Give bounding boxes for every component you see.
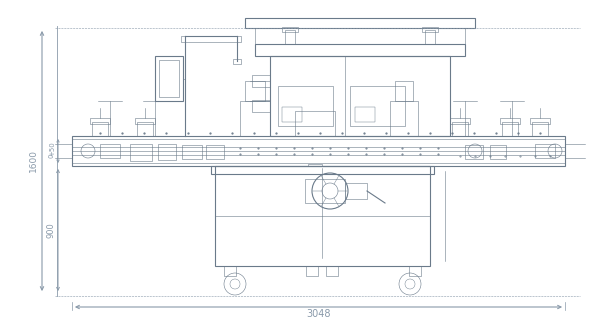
Bar xyxy=(215,166,430,266)
Bar xyxy=(245,18,475,28)
Bar xyxy=(90,118,110,124)
Bar xyxy=(278,86,333,126)
Bar xyxy=(270,56,450,136)
Bar xyxy=(135,118,155,124)
Bar xyxy=(452,122,468,136)
Bar xyxy=(308,164,322,166)
Bar xyxy=(92,122,108,136)
Bar xyxy=(282,107,302,122)
Bar xyxy=(224,266,236,276)
Bar xyxy=(450,118,470,124)
Bar xyxy=(502,122,518,136)
Bar xyxy=(355,107,375,122)
Bar xyxy=(137,122,153,136)
Bar xyxy=(530,118,550,124)
Bar xyxy=(182,145,202,159)
Bar xyxy=(282,27,298,32)
Text: 1600: 1600 xyxy=(29,150,37,172)
Bar xyxy=(252,100,270,112)
Text: +50: +50 xyxy=(49,142,55,156)
Bar xyxy=(350,86,405,126)
Bar xyxy=(345,183,367,199)
Bar xyxy=(233,59,241,64)
Bar xyxy=(206,145,224,159)
Bar xyxy=(306,266,318,276)
Text: 3048: 3048 xyxy=(306,309,331,319)
Text: 900: 900 xyxy=(47,222,56,238)
Bar xyxy=(295,111,335,136)
Bar xyxy=(532,122,548,136)
Bar xyxy=(181,36,241,42)
Bar xyxy=(465,145,483,159)
Bar xyxy=(130,144,152,161)
Bar xyxy=(158,144,176,160)
Bar xyxy=(211,166,434,174)
Bar xyxy=(155,56,183,101)
Bar xyxy=(395,81,413,101)
Bar xyxy=(425,30,435,44)
Bar xyxy=(245,81,265,101)
Bar xyxy=(500,118,520,124)
Bar xyxy=(285,30,295,44)
Bar xyxy=(255,44,465,56)
Bar xyxy=(409,266,421,276)
Bar xyxy=(159,60,179,97)
Bar xyxy=(72,139,565,147)
Bar xyxy=(535,144,555,158)
Bar xyxy=(326,266,338,276)
Bar xyxy=(490,145,506,159)
Bar xyxy=(100,144,120,158)
Bar xyxy=(72,136,565,166)
Bar xyxy=(240,101,270,136)
Bar xyxy=(252,75,270,87)
Bar xyxy=(390,101,418,136)
Text: 0: 0 xyxy=(49,154,55,158)
Bar xyxy=(72,155,565,163)
Bar xyxy=(422,27,438,32)
Bar xyxy=(305,179,345,203)
